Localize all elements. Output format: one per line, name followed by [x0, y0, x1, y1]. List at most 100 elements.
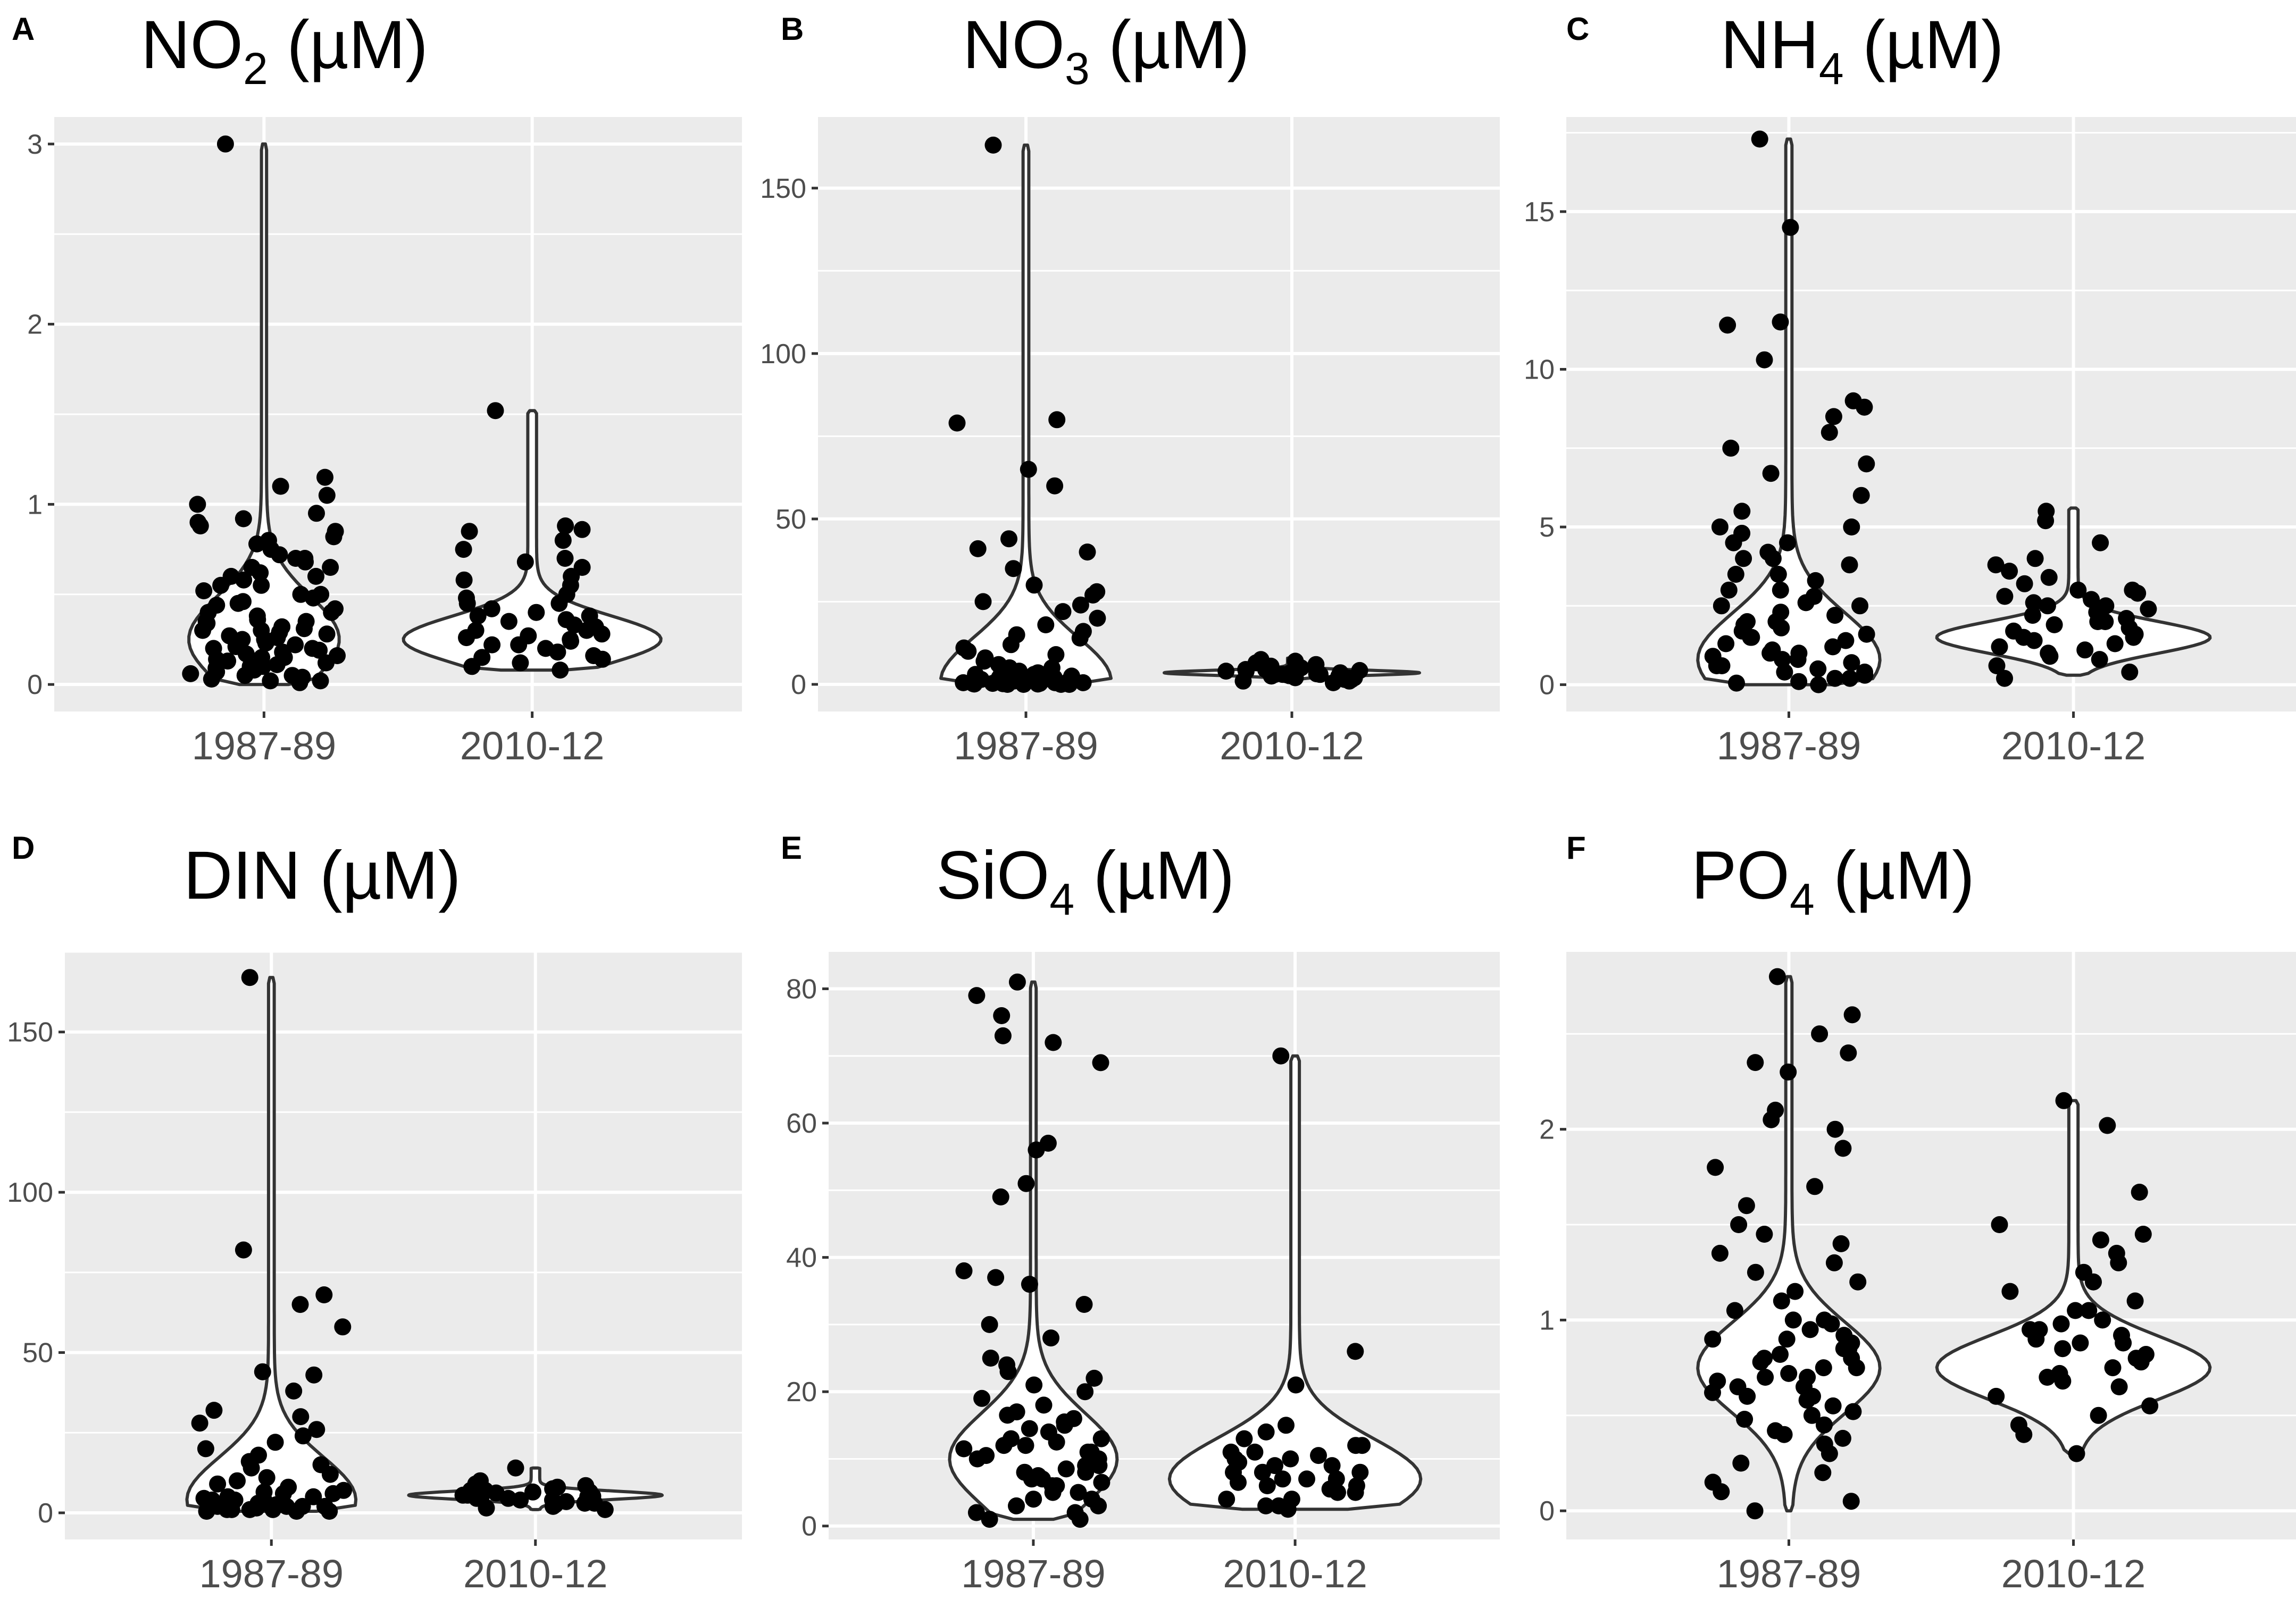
data-point [1814, 1464, 1832, 1481]
data-point [1347, 1484, 1364, 1501]
data-point [1996, 588, 2014, 605]
data-point [1063, 667, 1080, 685]
data-point [1858, 625, 1875, 643]
data-point [1235, 1430, 1253, 1447]
data-point [1821, 1445, 1838, 1462]
data-point [1077, 1463, 1095, 1481]
data-point [307, 567, 324, 585]
data-point [1086, 1369, 1103, 1387]
data-point [1005, 560, 1022, 577]
title-subscript: 4 [1049, 874, 1074, 924]
data-point [458, 595, 476, 612]
data-point [1035, 1396, 1053, 1414]
data-point [987, 1269, 1005, 1286]
data-point [516, 553, 534, 571]
x-tick-label: 2010-12 [460, 724, 605, 768]
data-point [1719, 316, 1736, 334]
data-point [316, 468, 333, 486]
data-point [287, 550, 304, 567]
data-point [982, 1350, 999, 1367]
title-unit: (µM) [1090, 7, 1250, 83]
data-point [253, 576, 270, 594]
data-point [2054, 1372, 2072, 1390]
data-point [1076, 1383, 1094, 1401]
data-point [955, 1262, 973, 1279]
violin-1987-89 [1696, 137, 1882, 687]
data-point [1816, 1311, 1833, 1329]
data-point [1761, 644, 1779, 662]
y-tick-label: 60 [786, 1108, 817, 1139]
data-point [981, 1511, 998, 1528]
data-point [216, 135, 234, 153]
data-point [512, 1491, 529, 1509]
data-point [473, 649, 491, 666]
data-point [253, 622, 270, 639]
data-point [1807, 572, 1824, 589]
data-point [1008, 973, 1026, 991]
data-point [1711, 1244, 1729, 1262]
data-point [1056, 1413, 1073, 1430]
data-point [1784, 1311, 1802, 1329]
panel-title: PO4 (µM) [1691, 838, 1975, 924]
data-point [1707, 1159, 1724, 1176]
data-point [2068, 1445, 2085, 1462]
data-point [305, 1488, 322, 1505]
data-point [1844, 1403, 1862, 1420]
data-point [1310, 1447, 1327, 1464]
data-point [297, 613, 315, 630]
panel-letter: E [781, 830, 802, 866]
data-point [594, 650, 611, 668]
data-point [1768, 968, 1786, 985]
data-point [1089, 609, 1106, 627]
x-tick-label: 2010-12 [1223, 1552, 1367, 1596]
data-point [1780, 1064, 1797, 1081]
data-point [262, 672, 279, 690]
title-main: PO [1691, 838, 1790, 914]
data-point [1008, 1497, 1025, 1514]
data-point [1025, 1376, 1043, 1394]
data-point [1988, 1387, 2005, 1405]
data-point [2026, 550, 2044, 567]
data-point [218, 1501, 236, 1518]
data-point [1029, 1467, 1047, 1484]
title-main: SiO [936, 838, 1049, 914]
title-unit: (µM) [300, 838, 461, 914]
data-point [461, 523, 478, 540]
x-tick-label: 2010-12 [2001, 1552, 2146, 1596]
data-point [994, 1027, 1012, 1044]
data-point [1722, 439, 1740, 457]
y-tick-label: 150 [7, 1017, 53, 1048]
data-point [229, 1472, 246, 1489]
y-tick-label: 100 [7, 1177, 53, 1208]
data-point [1849, 1273, 1867, 1291]
data-point [573, 521, 591, 538]
data-point [1778, 1330, 1796, 1348]
data-point [1772, 1346, 1789, 1363]
y-tick-label: 1 [1539, 1305, 1555, 1336]
data-point [1044, 1484, 1062, 1501]
data-point [1279, 666, 1296, 684]
data-point [2055, 1092, 2073, 1109]
data-point [1054, 603, 1072, 621]
data-point [1071, 629, 1089, 647]
violin-2010-12 [402, 409, 663, 672]
data-point [1825, 1254, 1843, 1271]
panel-background [1566, 952, 2296, 1539]
data-point [972, 671, 990, 688]
panel-background [1566, 117, 2296, 711]
data-point [2015, 1426, 2033, 1443]
data-point [2092, 1231, 2109, 1249]
data-point [1711, 518, 1729, 535]
title-subscript: 4 [1819, 44, 1844, 94]
data-point [1028, 1141, 1045, 1159]
data-point [1996, 669, 2013, 687]
title-subscript: 4 [1790, 874, 1815, 924]
y-tick-label: 100 [760, 339, 806, 370]
y-tick-label: 20 [786, 1377, 817, 1408]
data-point [1070, 1484, 1087, 1501]
data-point [999, 1363, 1017, 1380]
data-point [1274, 1470, 1291, 1488]
data-point [1736, 1411, 1754, 1428]
data-point [1708, 657, 1725, 674]
violin-1987-89 [185, 976, 358, 1513]
